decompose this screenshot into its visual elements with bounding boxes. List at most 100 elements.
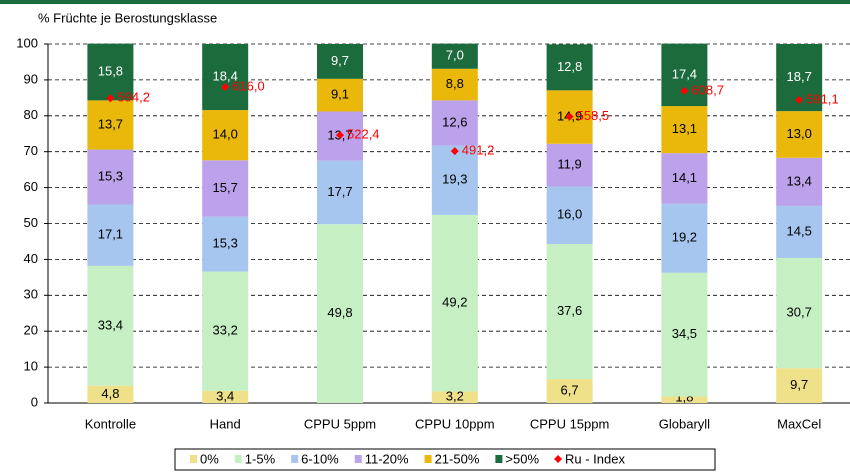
legend-swatch xyxy=(234,455,242,463)
bar-label: 49,2 xyxy=(442,295,467,310)
bar-label: 12,8 xyxy=(557,59,582,74)
bar-segment xyxy=(546,44,593,91)
y-tick-label: 0 xyxy=(31,394,38,409)
bar-label: 15,8 xyxy=(98,63,123,78)
ru-index-marker xyxy=(336,131,344,140)
bar-label: 37,6 xyxy=(557,303,582,318)
legend-label: 21-50% xyxy=(435,451,480,466)
legend-label: 1-5% xyxy=(245,451,276,466)
bar-segment xyxy=(776,257,823,369)
bar-segment xyxy=(431,214,478,392)
y-tick-label: 80 xyxy=(24,107,38,122)
legend-label: >50% xyxy=(505,451,539,466)
bar-segment xyxy=(661,203,708,273)
bar-segment xyxy=(661,153,708,204)
ru-index-marker xyxy=(106,94,115,103)
legend-label: Ru - Index xyxy=(565,451,625,466)
bar-label: 30,7 xyxy=(787,305,812,320)
x-tick-label: CPPU 10ppm xyxy=(415,416,494,431)
bar-label: 15,7 xyxy=(213,180,238,195)
ru-index-label: 591,1 xyxy=(806,91,839,106)
ru-index-marker xyxy=(795,95,804,104)
bar-segment xyxy=(776,111,823,158)
bar-label: 13,4 xyxy=(787,173,812,188)
bar-segment xyxy=(202,216,249,272)
bar-label: 16,0 xyxy=(557,207,582,222)
legend-label: 11-20% xyxy=(365,451,409,466)
bar-segment xyxy=(431,100,478,146)
bar-segment xyxy=(202,44,249,111)
x-tick-label: CPPU 15ppm xyxy=(530,416,609,431)
bar-segment xyxy=(317,78,363,112)
x-tick-label: MaxCel xyxy=(777,416,821,431)
ru-index-marker xyxy=(565,112,574,121)
bar-label: 13,7 xyxy=(98,116,123,131)
chart-title: % Früchte je Berostungsklasse xyxy=(38,10,217,25)
bar-segment xyxy=(317,44,363,79)
bar-segment xyxy=(661,43,708,107)
legend-swatch xyxy=(424,455,432,463)
bar-segment xyxy=(431,391,478,403)
bar-segment xyxy=(87,100,134,150)
bar-segment xyxy=(776,368,823,403)
y-tick-label: 10 xyxy=(24,359,38,374)
bar-label: 14,0 xyxy=(213,127,238,142)
bar-segment xyxy=(431,145,478,215)
legend-swatch xyxy=(495,455,503,463)
legend-swatch xyxy=(190,455,197,463)
bar-segment xyxy=(87,204,134,266)
bar-segment xyxy=(661,396,708,403)
bar-segment xyxy=(546,186,593,244)
ru-index-label: 522,4 xyxy=(347,127,380,142)
bar-label: 11,9 xyxy=(557,157,581,172)
bar-label: 4,8 xyxy=(101,386,119,401)
legend-swatch xyxy=(354,455,362,463)
bar-label: 33,2 xyxy=(213,323,238,338)
ru-index-label: 594,2 xyxy=(117,90,150,105)
bar-label: 19,3 xyxy=(442,172,467,187)
bar-segment xyxy=(546,143,593,187)
bar-segment xyxy=(661,106,708,154)
top-band xyxy=(0,0,850,4)
bar-segment xyxy=(87,43,134,101)
bar-label: 19,2 xyxy=(672,230,697,245)
bar-segment xyxy=(776,157,823,206)
bar-label: 15,3 xyxy=(213,236,238,251)
bar-label: 34,5 xyxy=(672,326,697,341)
y-tick-label: 40 xyxy=(24,251,38,266)
bar-label: 13,0 xyxy=(787,126,812,141)
ru-index-label: 491,2 xyxy=(462,143,495,158)
bar-label: 17,7 xyxy=(327,184,352,199)
legend-swatch xyxy=(291,455,299,463)
legend-box xyxy=(174,448,716,471)
bar-label: 6,7 xyxy=(561,382,579,397)
y-tick-label: 30 xyxy=(24,287,38,302)
legend-label: 6-10% xyxy=(301,451,339,466)
bar-label: 18,4 xyxy=(213,68,238,83)
bar-label: 7,0 xyxy=(446,48,464,63)
bar-label: 15,3 xyxy=(98,168,123,183)
x-tick-label: Hand xyxy=(210,416,241,431)
bar-segment xyxy=(202,390,249,403)
bar-label: 14,1 xyxy=(672,170,697,185)
x-tick-label: CPPU 5ppm xyxy=(304,416,376,431)
bar-segment xyxy=(431,68,478,101)
bar-label: 14,5 xyxy=(787,223,812,238)
bar-label: 17,1 xyxy=(98,227,123,242)
bar-segment xyxy=(546,378,593,403)
bar-segment xyxy=(431,43,478,69)
ru-index-label: 558,5 xyxy=(577,108,610,123)
bar-segment xyxy=(87,385,134,403)
bar-label: 8,8 xyxy=(446,76,464,91)
bar-segment xyxy=(546,243,593,379)
bar-label: 9,1 xyxy=(331,87,349,102)
bar-label: 17,4 xyxy=(672,66,697,81)
bar-segment xyxy=(776,205,823,258)
bar-label: 12,6 xyxy=(442,114,467,129)
bar-label: 3,4 xyxy=(216,388,234,403)
bar-segment xyxy=(202,160,249,217)
legend-marker xyxy=(554,455,563,463)
legend-label: 0% xyxy=(200,451,219,466)
ru-index-label: 608,7 xyxy=(691,82,724,97)
